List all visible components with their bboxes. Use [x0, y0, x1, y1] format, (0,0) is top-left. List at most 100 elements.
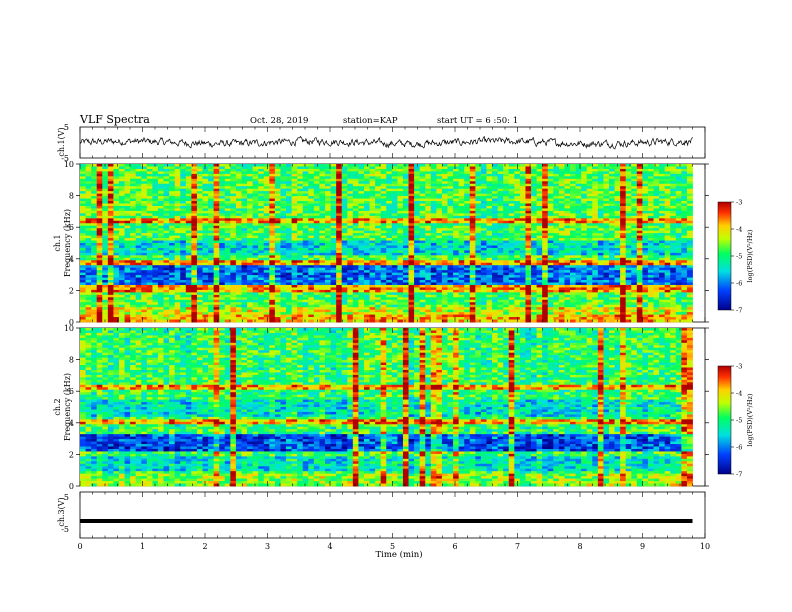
ch1-spectrogram-cell: [358, 196, 365, 199]
ch1-spectrogram-cell: [408, 267, 415, 271]
ch1-spectrogram-cell: [213, 183, 220, 187]
ch1-spectrogram-cell: [146, 173, 153, 177]
ch1-spectrogram-cell: [280, 171, 287, 175]
ch1-spectrogram-cell: [213, 228, 220, 232]
ch1-spectrogram-cell: [525, 262, 532, 266]
ch1-spectrogram-cell: [514, 201, 521, 204]
ch1-spectrogram-cell: [647, 240, 654, 244]
ch1-spectrogram-cell: [570, 233, 576, 236]
ch1-spectrogram-cell: [124, 176, 131, 180]
ch1-spectrogram-cell: [291, 262, 298, 266]
ch1-spectrogram-cell: [358, 178, 365, 182]
ch1-spectrogram-cell: [553, 166, 560, 170]
ch1-spectrogram-cell: [302, 171, 309, 175]
ch1-spectrogram-cell: [252, 205, 259, 209]
ch1-spectrogram-cell: [330, 243, 337, 246]
ch1-spectrogram-cell: [174, 164, 181, 167]
ch1-spectrogram-cell: [464, 193, 471, 197]
ch1-spectrogram-cell: [525, 193, 532, 197]
ch1-spectrogram-cell: [191, 230, 198, 234]
ch1-spectrogram-cell: [603, 218, 610, 222]
ch1-spectrogram-cell: [581, 186, 588, 190]
ch1-spectrogram-cell: [659, 191, 666, 195]
ch1-spectrogram-cell: [375, 208, 382, 212]
ch1-spectrogram-cell: [196, 213, 203, 217]
ch1-spectrogram-cell: [531, 262, 537, 266]
ch1-spectrogram-cell: [235, 188, 242, 192]
ch1-spectrogram-cell: [514, 265, 521, 269]
ch1-spectrogram-cell: [113, 243, 120, 246]
ch1-spectrogram-cell: [146, 250, 153, 254]
ch1-spectrogram-cell: [297, 208, 304, 212]
ch1-spectrogram-cell: [107, 205, 114, 209]
ch1-spectrogram-cell: [185, 218, 192, 222]
ch1-spectrogram-cell: [636, 235, 643, 239]
ch1-spectrogram-cell: [358, 171, 365, 175]
ch1-spectrogram-cell: [558, 178, 565, 182]
ch1-spectrogram-cell: [91, 215, 98, 219]
ch1-spectrogram-cell: [419, 183, 426, 187]
ch1-spectrogram-cell: [286, 188, 292, 192]
ch1-spectrogram-cell: [152, 240, 159, 244]
ch1-spectrogram-cell: [558, 265, 565, 269]
ch1-spectrogram-cell: [291, 243, 298, 246]
ch1-spectrogram-cell: [486, 250, 493, 254]
ch1-spectrogram-cell: [636, 262, 643, 266]
ch1-spectrogram-cell: [486, 193, 493, 197]
ch1-spectrogram-cell: [380, 235, 387, 239]
ch1-spectrogram-cell: [453, 245, 460, 249]
ch1-spectrogram-cell: [447, 166, 454, 170]
ch1-spectrogram-cell: [642, 260, 649, 264]
ch1-spectrogram-cell: [486, 252, 493, 256]
ch1-spectrogram-cell: [375, 188, 382, 192]
ch1-spectrogram-cell: [597, 213, 604, 217]
ch1-spectrogram-cell: [659, 262, 666, 266]
ch1-spectrogram-cell: [386, 215, 393, 219]
ch1-spectrogram-cell: [497, 240, 504, 244]
ch1-spectrogram-cell: [85, 208, 92, 212]
ch1-spectrogram-cell: [174, 255, 181, 259]
ch1-spectrogram-cell: [419, 262, 426, 266]
ch1-spectrogram-cell: [625, 198, 632, 202]
ch1-spectrogram-cell: [157, 183, 164, 187]
ch1-spectrogram-cell: [163, 168, 170, 172]
ch1-spectrogram-cell: [80, 203, 86, 207]
ch1-spectrogram-cell: [386, 213, 393, 217]
ch1-spectrogram-cell: [597, 191, 604, 195]
ch1-spectrogram-cell: [208, 215, 215, 219]
ch1-spectrogram-cell: [647, 228, 654, 232]
ch1-spectrogram-cell: [358, 247, 365, 251]
ch1-spectrogram-cell: [258, 225, 265, 229]
ch1-spectrogram-cell: [135, 218, 142, 222]
ch1-spectrogram-cell: [486, 267, 493, 271]
ch1-spectrogram-cell: [464, 205, 471, 209]
ch1-spectrogram-cell: [614, 215, 621, 219]
ch1-spectrogram-cell: [247, 252, 254, 256]
ch1-spectrogram-cell: [586, 228, 593, 232]
ch1-spectrogram-cell: [325, 225, 331, 229]
ch1-spectrogram-cell: [313, 262, 320, 266]
ch1-spectrogram-cell: [575, 193, 582, 197]
ch1-spectrogram-cell: [341, 230, 348, 234]
ch1-spectrogram-cell: [425, 166, 432, 170]
ch1-spectrogram-cell: [352, 218, 359, 222]
ch1-spectrogram-cell: [386, 220, 393, 224]
ch1-spectrogram-cell: [664, 223, 671, 227]
ch1-spectrogram-cell: [603, 193, 610, 197]
ch1-spectrogram-cell: [659, 230, 666, 234]
ch1-spectrogram-cell: [659, 228, 666, 232]
ch1-spectrogram-cell: [642, 164, 649, 167]
ch1-spectrogram-cell: [631, 240, 638, 244]
ch1-spectrogram-cell: [519, 168, 526, 172]
ch1-waveform-line: [80, 135, 693, 150]
ch1-spectrogram-cell: [675, 205, 682, 209]
ch1-spectrogram-cell: [96, 240, 103, 244]
ch1-spectrogram-cell: [118, 223, 125, 227]
ch1-spectrogram-cell: [419, 218, 426, 222]
ch1-spectrogram-cell: [269, 203, 276, 207]
ch1-spectrogram-cell: [408, 243, 415, 246]
ch1-spectrogram-cell: [380, 208, 387, 212]
ch1-spectrogram-cell: [191, 228, 198, 232]
ch1-spectrogram-cell: [330, 205, 337, 209]
ch1-spectrogram-cell: [570, 272, 576, 276]
